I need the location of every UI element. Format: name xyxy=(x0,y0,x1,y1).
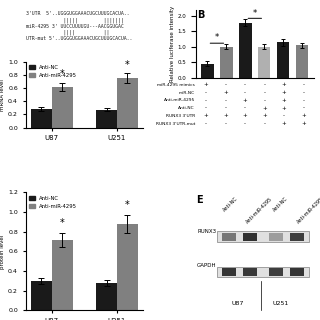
Text: -: - xyxy=(244,106,246,111)
Text: miR-4295 mimics: miR-4295 mimics xyxy=(157,83,195,87)
Text: 3'UTR  5'..UGGGUGGAAACUGCUUUGCACUA..
             |||||         |||||||
miR-4295: 3'UTR 5'..UGGGUGGAAACUGCUUUGCACUA.. ||||… xyxy=(26,12,132,41)
Text: -: - xyxy=(303,82,305,87)
Text: -: - xyxy=(224,106,227,111)
Bar xyxy=(31,109,52,128)
Text: +: + xyxy=(282,106,287,111)
Text: Anti-NC: Anti-NC xyxy=(272,196,289,213)
Text: *: * xyxy=(60,218,65,228)
Bar xyxy=(52,87,73,128)
Text: -: - xyxy=(264,90,266,95)
Text: RUNX3 3'UTR: RUNX3 3'UTR xyxy=(166,114,195,118)
Text: -: - xyxy=(224,98,227,103)
Text: -: - xyxy=(224,121,227,126)
Bar xyxy=(117,224,138,310)
Text: U87: U87 xyxy=(231,301,244,306)
Text: RUNX3: RUNX3 xyxy=(197,229,216,234)
Text: +: + xyxy=(223,113,228,118)
Bar xyxy=(296,45,308,78)
Text: -: - xyxy=(264,82,266,87)
Legend: Anti-NC, Anti-miR-4295: Anti-NC, Anti-miR-4295 xyxy=(28,64,78,79)
Text: -: - xyxy=(224,82,227,87)
Bar xyxy=(117,78,138,128)
Y-axis label: Relative luciferase intensity: Relative luciferase intensity xyxy=(170,6,175,82)
Legend: Anti-NC, Anti-miR-4295: Anti-NC, Anti-miR-4295 xyxy=(28,195,78,210)
Bar xyxy=(277,42,289,78)
Bar xyxy=(201,64,213,78)
Text: +: + xyxy=(204,113,208,118)
Text: -: - xyxy=(244,90,246,95)
Bar xyxy=(96,110,117,128)
Text: *: * xyxy=(125,200,130,210)
Text: +: + xyxy=(262,106,267,111)
Text: +: + xyxy=(282,121,287,126)
Text: *: * xyxy=(125,60,130,70)
FancyBboxPatch shape xyxy=(222,233,236,241)
FancyBboxPatch shape xyxy=(217,267,309,277)
Text: Anti-miR-4295: Anti-miR-4295 xyxy=(296,196,320,224)
Text: +: + xyxy=(282,82,287,87)
FancyBboxPatch shape xyxy=(222,268,236,276)
Text: Anti-miR-4295: Anti-miR-4295 xyxy=(245,196,274,224)
Text: +: + xyxy=(282,90,287,95)
Text: Anti-miR-4295: Anti-miR-4295 xyxy=(164,98,195,102)
Text: +: + xyxy=(262,113,267,118)
Text: E: E xyxy=(196,195,203,205)
Bar xyxy=(239,23,252,78)
Text: -: - xyxy=(264,98,266,103)
FancyBboxPatch shape xyxy=(243,268,257,276)
FancyBboxPatch shape xyxy=(269,268,283,276)
Y-axis label: Relative RUNX3
protein level: Relative RUNX3 protein level xyxy=(0,230,5,273)
Text: GAPDH: GAPDH xyxy=(197,263,217,268)
Text: -: - xyxy=(303,90,305,95)
Text: -: - xyxy=(205,90,207,95)
Text: -: - xyxy=(244,82,246,87)
Bar xyxy=(31,281,52,310)
Text: RUNX3 3'UTR-mut: RUNX3 3'UTR-mut xyxy=(156,122,195,126)
Text: -: - xyxy=(283,113,285,118)
Text: -: - xyxy=(303,98,305,103)
Text: +: + xyxy=(282,98,287,103)
Text: +: + xyxy=(243,113,247,118)
Text: -: - xyxy=(205,106,207,111)
FancyBboxPatch shape xyxy=(243,233,257,241)
FancyBboxPatch shape xyxy=(290,233,304,241)
Text: +: + xyxy=(204,82,208,87)
Text: U251: U251 xyxy=(273,301,289,306)
FancyBboxPatch shape xyxy=(290,268,304,276)
Text: B: B xyxy=(197,10,204,20)
Text: *: * xyxy=(253,9,257,18)
Bar xyxy=(220,47,233,78)
Text: +: + xyxy=(301,113,306,118)
Text: -: - xyxy=(264,121,266,126)
Text: miR-NC: miR-NC xyxy=(179,91,195,95)
Text: +: + xyxy=(301,121,306,126)
Bar xyxy=(96,283,117,310)
FancyBboxPatch shape xyxy=(217,231,309,242)
Text: Anti-NC: Anti-NC xyxy=(222,196,239,213)
Text: -: - xyxy=(205,98,207,103)
Text: *: * xyxy=(215,33,219,42)
Bar xyxy=(52,240,73,310)
FancyBboxPatch shape xyxy=(269,233,283,241)
Text: -: - xyxy=(244,121,246,126)
Text: +: + xyxy=(243,98,247,103)
Bar xyxy=(258,47,270,78)
Text: *: * xyxy=(60,69,65,79)
Text: Anti-NC: Anti-NC xyxy=(179,106,195,110)
Text: -: - xyxy=(205,121,207,126)
Text: -: - xyxy=(303,106,305,111)
Text: +: + xyxy=(223,90,228,95)
Y-axis label: Relative RUNX3
mRNA level: Relative RUNX3 mRNA level xyxy=(0,73,5,116)
